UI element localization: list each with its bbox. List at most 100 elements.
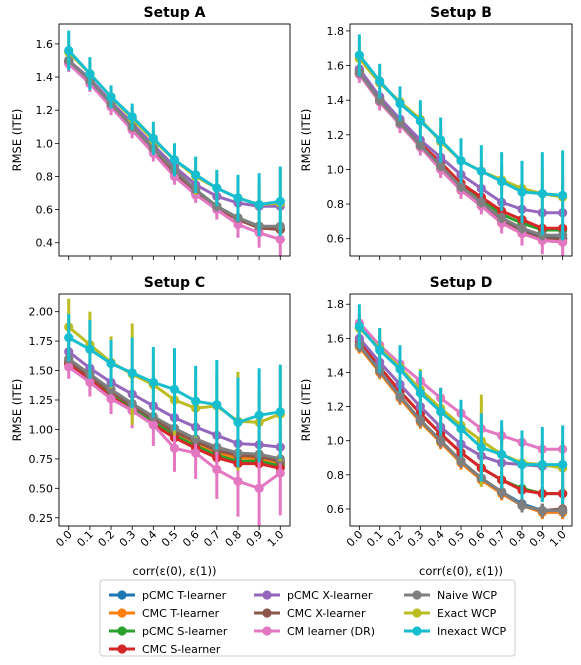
legend-swatch-marker	[262, 608, 272, 618]
x-axis-label: corr(ε(0), ε(1))	[419, 564, 503, 578]
axes-frame	[58, 23, 291, 257]
y-tick-label: 1.0	[36, 137, 54, 150]
data-point	[127, 112, 137, 122]
x-tick-label: 0.0	[344, 528, 366, 550]
panel-title: Setup D	[430, 275, 493, 291]
panel-setup-a: Setup A 0.4 0.6 0.8 1.0 1.2 1.4 1.6 RMSE (ITE)	[10, 5, 291, 260]
data-point	[558, 237, 568, 247]
data-point	[106, 92, 116, 102]
x-tick-label: 0.3	[117, 528, 139, 550]
data-point	[456, 424, 466, 434]
data-point	[191, 170, 201, 180]
data-point	[497, 449, 507, 459]
y-tick-label: 1.2	[327, 401, 345, 414]
legend: pCMC T-learner CMC T-learner pCMC S-learne…	[99, 579, 516, 657]
data-point	[456, 156, 466, 166]
legend-swatch-marker	[262, 590, 272, 600]
data-point	[476, 197, 486, 207]
legend-item-pcmc-t-learner: pCMC T-learner	[109, 589, 227, 602]
x-tick-label: 0.4	[425, 528, 447, 550]
data-point	[537, 189, 547, 199]
data-point	[148, 377, 158, 387]
y-axis-label: RMSE (ITE)	[10, 379, 24, 442]
legend-label: pCMC X-learner	[287, 589, 373, 602]
plot-area	[354, 34, 568, 256]
data-point	[233, 476, 243, 486]
y-tick-label: 1.4	[327, 94, 345, 107]
x-tick-label: 0.6	[180, 528, 202, 550]
legend-swatch-marker	[412, 626, 422, 636]
data-point	[415, 116, 425, 126]
x-tick-label: 0.2	[385, 528, 407, 550]
plot-area	[64, 30, 285, 256]
data-point	[497, 213, 507, 223]
data-point	[415, 388, 425, 398]
legend-label: CMC S-learner	[142, 643, 221, 656]
series-inexact-wcp	[354, 304, 568, 504]
x-tick-label: 0.9	[244, 528, 266, 550]
data-point	[64, 45, 74, 56]
y-tick-label: 0.25	[29, 512, 54, 525]
legend-item-cmc-t-learner: CMC T-learner	[109, 607, 220, 620]
data-point	[415, 140, 425, 150]
legend-label: CM learner (DR)	[287, 625, 375, 638]
legend-label: Inexact WCP	[437, 625, 506, 638]
data-point	[395, 99, 405, 109]
legend-frame	[99, 579, 516, 657]
data-point	[517, 500, 527, 511]
data-point	[148, 420, 158, 430]
y-tick-label: 0.8	[327, 469, 345, 482]
data-point	[212, 464, 222, 475]
data-point	[191, 448, 201, 458]
data-point	[254, 410, 264, 420]
legend-item-pcmc-x-learner: pCMC X-learner	[254, 589, 373, 602]
data-point	[395, 118, 405, 128]
x-tick-label: 0.1	[364, 528, 386, 550]
x-tick-label: 0.7	[201, 528, 223, 550]
y-tick-label: 0.8	[327, 198, 345, 211]
data-point	[212, 400, 222, 410]
data-point	[456, 182, 466, 192]
data-point	[395, 391, 405, 401]
data-point	[375, 95, 385, 105]
x-tick-label: 0.5	[446, 528, 468, 550]
data-point	[254, 483, 264, 493]
data-point	[558, 506, 568, 516]
legend-swatch-marker	[262, 626, 272, 636]
legend-item-cmc-s-learner: CMC S-learner	[109, 643, 221, 656]
data-point	[395, 364, 405, 374]
x-tick-label: 0.8	[223, 528, 245, 550]
y-tick-label: 0.6	[36, 204, 54, 217]
data-point	[354, 321, 364, 332]
data-point	[497, 487, 507, 497]
legend-swatch-marker	[412, 590, 422, 600]
legend-swatch-marker	[412, 608, 422, 618]
data-point	[375, 76, 385, 86]
plot-area	[354, 304, 568, 520]
y-axis-label: RMSE (ITE)	[299, 379, 313, 442]
axes-frame	[58, 293, 291, 527]
y-axis-label: RMSE (ITE)	[10, 109, 24, 172]
axes-frame	[349, 23, 573, 257]
data-point	[537, 506, 547, 516]
data-point	[191, 434, 201, 444]
x-tick-label: 0.0	[53, 528, 75, 550]
axes-frame	[349, 293, 573, 527]
data-point	[517, 459, 527, 470]
x-tick-label: 0.9	[527, 528, 549, 550]
data-point	[148, 133, 158, 143]
x-tick-label: 1.0	[265, 528, 287, 550]
y-tick-label: 0.6	[327, 503, 345, 516]
x-tick-label: 0.5	[159, 528, 181, 550]
data-point	[558, 190, 568, 201]
x-tick-label: 1.0	[547, 528, 569, 550]
legend-label: CMC T-learner	[142, 607, 220, 620]
legend-swatch-marker	[117, 608, 127, 618]
data-point	[106, 394, 116, 404]
legend-swatch-marker	[117, 644, 127, 654]
data-point	[254, 200, 264, 210]
legend-label: Exact WCP	[437, 607, 497, 620]
legend-label: Naive WCP	[437, 589, 497, 602]
y-tick-label: 1.75	[29, 335, 54, 348]
